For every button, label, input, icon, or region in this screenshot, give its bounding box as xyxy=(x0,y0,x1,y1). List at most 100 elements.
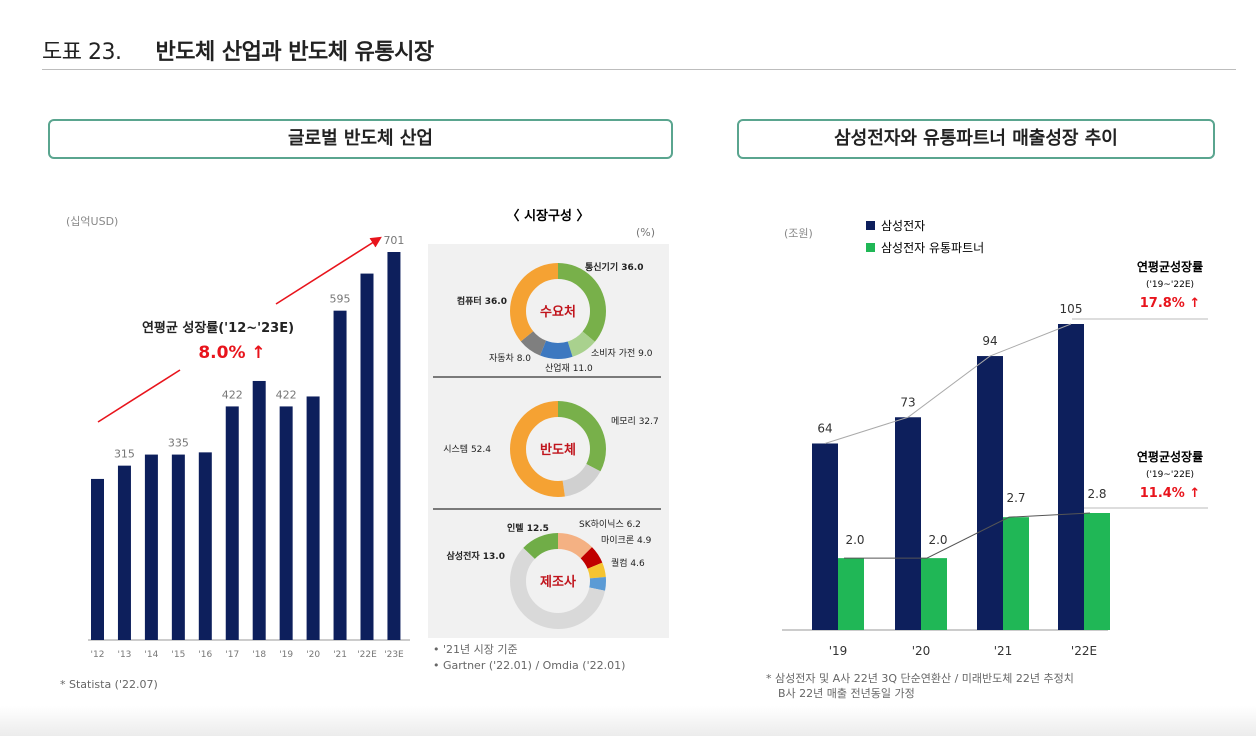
cagr-period-samsung: ('19~'22E) xyxy=(1146,280,1194,290)
footer-band xyxy=(0,706,1256,736)
trend-line-partner xyxy=(844,512,1091,559)
partner-bar-3 xyxy=(1084,513,1110,630)
bar-4 xyxy=(198,452,212,640)
x-tick-label: '21 xyxy=(333,650,347,660)
donut-center-label: 반도체 xyxy=(540,442,576,458)
donut-section-title: 〈 시장구성 〉 xyxy=(507,208,590,224)
samsung-value-label: 105 xyxy=(1060,302,1083,316)
label-skhynix: SK하이닉스 6.2 xyxy=(579,519,641,530)
label-computer: 컴퓨터 36.0 xyxy=(457,295,507,307)
bar-7 xyxy=(279,406,293,640)
x-tick-label: '19 xyxy=(279,650,293,660)
legend-samsung: 삼성전자 xyxy=(881,219,925,233)
samsung-partner-growth-chart: (조원) 삼성전자 삼성전자 유통파트너 64 2.0 '19 73 2.0 '20 94 2… xyxy=(766,219,1208,700)
donut-0-slice-4 xyxy=(510,263,606,359)
donut-center-label: 제조사 xyxy=(540,574,576,590)
bar-value-label: 315 xyxy=(114,448,135,461)
bar-value-label: 595 xyxy=(330,293,351,306)
x-tick-label: '16 xyxy=(198,650,212,660)
bar-10 xyxy=(360,273,374,640)
x-tick-label: '12 xyxy=(91,650,105,660)
x-tick-label: '21 xyxy=(994,644,1013,658)
label-qualcomm: 퀄컴 4.6 xyxy=(611,557,645,569)
partner-bar-1 xyxy=(921,558,947,630)
samsung-value-label: 73 xyxy=(900,395,915,409)
header-divider xyxy=(42,69,1236,70)
trend-line-samsung xyxy=(824,323,1072,444)
bar-1 xyxy=(117,465,131,640)
growth-arrow-upper xyxy=(275,236,382,305)
samsung-bar-2 xyxy=(977,356,1003,630)
partner-value-label: 2.0 xyxy=(845,533,864,547)
cagr-value-partner: 11.4% ↑ xyxy=(1140,486,1201,501)
x-tick-label: '17 xyxy=(225,650,239,660)
footnote-2: B사 22년 매출 전년동일 가정 xyxy=(778,686,915,700)
global-semiconductor-bar-chart: (십억USD) '12 '13 315 '14 '15 335 '16 '17 422 '18 '1… xyxy=(60,215,410,691)
figure-number: 도표 23. xyxy=(42,40,122,65)
donut-2-slice-3 xyxy=(510,533,606,629)
unit-label: (조원) xyxy=(784,227,813,240)
partner-value-label: 2.8 xyxy=(1087,487,1106,501)
donut-note-2: • Gartner ('22.01) / Omdia ('22.01) xyxy=(433,659,625,672)
donut-panel-background xyxy=(428,244,669,638)
label-auto: 자동차 8.0 xyxy=(489,352,531,364)
bar-6 xyxy=(252,380,266,640)
unit-label: (십억USD) xyxy=(66,215,118,228)
donut-2-slice-4 xyxy=(510,533,606,629)
legend-swatch-samsung xyxy=(866,221,875,230)
bar-5 xyxy=(225,406,239,640)
right-panel-title: 삼성전자와 유통파트너 매출성장 추이 xyxy=(737,119,1215,159)
x-tick-label: '22E xyxy=(357,650,377,660)
legend-swatch-partner xyxy=(866,243,875,252)
footnote-1: * 삼성전자 및 A사 22년 3Q 단순연환산 / 미래반도체 22년 추정치 xyxy=(766,672,1074,685)
label-memory: 메모리 32.7 xyxy=(611,416,659,427)
samsung-value-label: 64 xyxy=(817,421,832,435)
donut-0-slice-2 xyxy=(510,263,606,359)
label-consumer: 소비자 가전 9.0 xyxy=(591,348,653,359)
bar-value-label: 422 xyxy=(276,388,297,401)
bar-3 xyxy=(171,454,185,640)
samsung-bar-0 xyxy=(812,443,838,630)
x-tick-label: '23E xyxy=(384,650,404,660)
partner-value-label: 2.0 xyxy=(928,533,947,547)
bar-8 xyxy=(306,396,320,640)
bar-11 xyxy=(387,252,401,640)
samsung-bar-1 xyxy=(895,417,921,630)
page-header: 도표 23. 반도체 산업과 반도체 유통시장 xyxy=(42,34,434,66)
label-samsung: 삼성전자 13.0 xyxy=(447,550,505,562)
x-tick-label: '22E xyxy=(1071,644,1097,658)
partner-bar-0 xyxy=(838,558,864,630)
x-tick-label: '20 xyxy=(306,650,320,660)
growth-arrow-lower xyxy=(97,369,181,423)
label-system: 시스템 52.4 xyxy=(443,443,491,455)
cagr-value-samsung: 17.8% ↑ xyxy=(1140,296,1201,311)
bar-9 xyxy=(333,310,347,640)
donut-1-slice-2 xyxy=(510,401,606,497)
label-industrial: 산업재 11.0 xyxy=(545,363,593,374)
x-tick-label: '20 xyxy=(912,644,931,658)
donut-center-label: 수요처 xyxy=(540,304,576,320)
cagr-label: 연평균 성장률('12~'23E) xyxy=(142,320,294,336)
bar-value-label: 422 xyxy=(222,388,243,401)
x-tick-label: '13 xyxy=(117,650,131,660)
label-micron: 마이크론 4.9 xyxy=(601,535,652,546)
bar-value-label: 335 xyxy=(168,437,189,450)
x-tick-label: '14 xyxy=(144,650,158,660)
cagr-label-samsung: 연평균성장률 xyxy=(1137,259,1203,274)
x-tick-label: '15 xyxy=(171,650,185,660)
cagr-value: 8.0% ↑ xyxy=(198,343,265,363)
samsung-bar-3 xyxy=(1058,324,1084,630)
donut-note-1: • '21년 시장 기준 xyxy=(433,643,518,656)
legend-partner: 삼성전자 유통파트너 xyxy=(881,241,984,255)
label-intel: 인텔 12.5 xyxy=(507,522,549,534)
source-note: * Statista ('22.07) xyxy=(60,678,158,691)
bar-2 xyxy=(144,454,158,640)
donut-unit-label: (%) xyxy=(636,226,655,239)
partner-bar-2 xyxy=(1003,517,1029,630)
bar-0 xyxy=(91,478,104,640)
partner-value-label: 2.7 xyxy=(1006,491,1025,505)
x-tick-label: '18 xyxy=(252,650,266,660)
bar-value-label: 701 xyxy=(383,234,404,247)
cagr-period-partner: ('19~'22E) xyxy=(1146,470,1194,480)
